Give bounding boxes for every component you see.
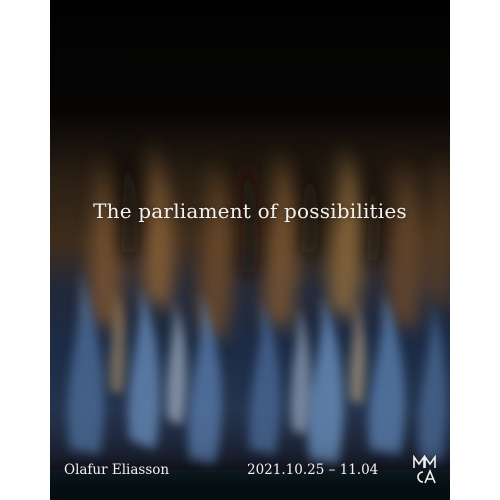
exhibition-poster: The parliament of possibilities Olafur E…	[50, 0, 450, 500]
mmca-logo	[413, 455, 436, 484]
exhibition-dates: 2021.10.25 – 11.04	[247, 462, 379, 478]
artist-name: Olafur Eliasson	[64, 462, 170, 478]
flame-artwork	[50, 0, 450, 500]
poster-title: The parliament of possibilities	[93, 199, 407, 223]
